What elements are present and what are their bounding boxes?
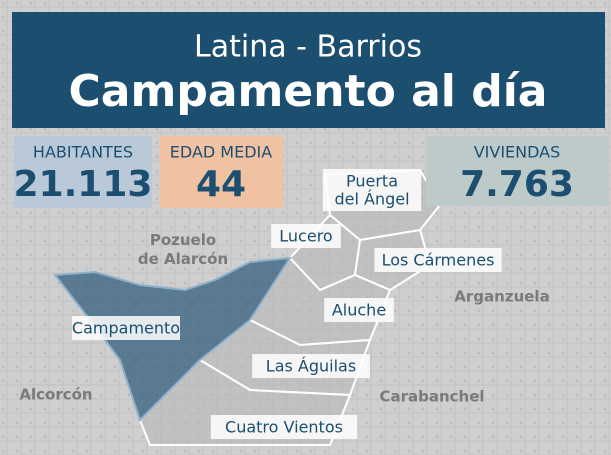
header-title: Latina - Barrios <box>194 30 422 65</box>
barrio-label: Campamento <box>72 319 180 338</box>
barrio-label: Lucero <box>279 227 332 246</box>
barrio-label: Las Águilas <box>266 357 356 376</box>
barrio-label: Aluche <box>332 301 386 320</box>
header-subtitle: Campamento al día <box>69 66 548 117</box>
surrounding-label: Arganzuela <box>454 288 549 306</box>
surrounding-label: Pozuelo <box>150 231 216 249</box>
stat-box <box>426 136 608 206</box>
stat-label: EDAD MEDIA <box>170 143 272 162</box>
stat-box <box>160 136 283 208</box>
barrio-label-box <box>210 415 358 439</box>
header <box>12 12 605 128</box>
stat-value: 7.763 <box>460 164 574 205</box>
stat-label: HABITANTES <box>33 143 133 162</box>
surrounding-label: Alcorcón <box>19 386 92 404</box>
barrio-label: Puerta <box>346 172 398 191</box>
barrio-label: Los Cármenes <box>382 251 495 270</box>
stat-value: 21.113 <box>14 164 153 205</box>
stat-label: VIVIENDAS <box>474 143 561 162</box>
barrio-label-box <box>322 169 422 211</box>
barrio-label-box <box>252 354 370 378</box>
barrio-label: del Ángel <box>334 190 409 209</box>
stat-value: 44 <box>196 164 246 205</box>
barrio-label-box <box>324 298 394 322</box>
stat-box <box>14 136 152 208</box>
barrio-label-box <box>374 248 502 272</box>
barrio-label: Cuatro Vientos <box>225 418 343 437</box>
surrounding-label: de Alarcón <box>138 250 228 268</box>
surrounding-label: Carabanchel <box>379 388 484 406</box>
barrio-label-box <box>72 316 180 340</box>
barrio-label-box <box>271 224 341 248</box>
